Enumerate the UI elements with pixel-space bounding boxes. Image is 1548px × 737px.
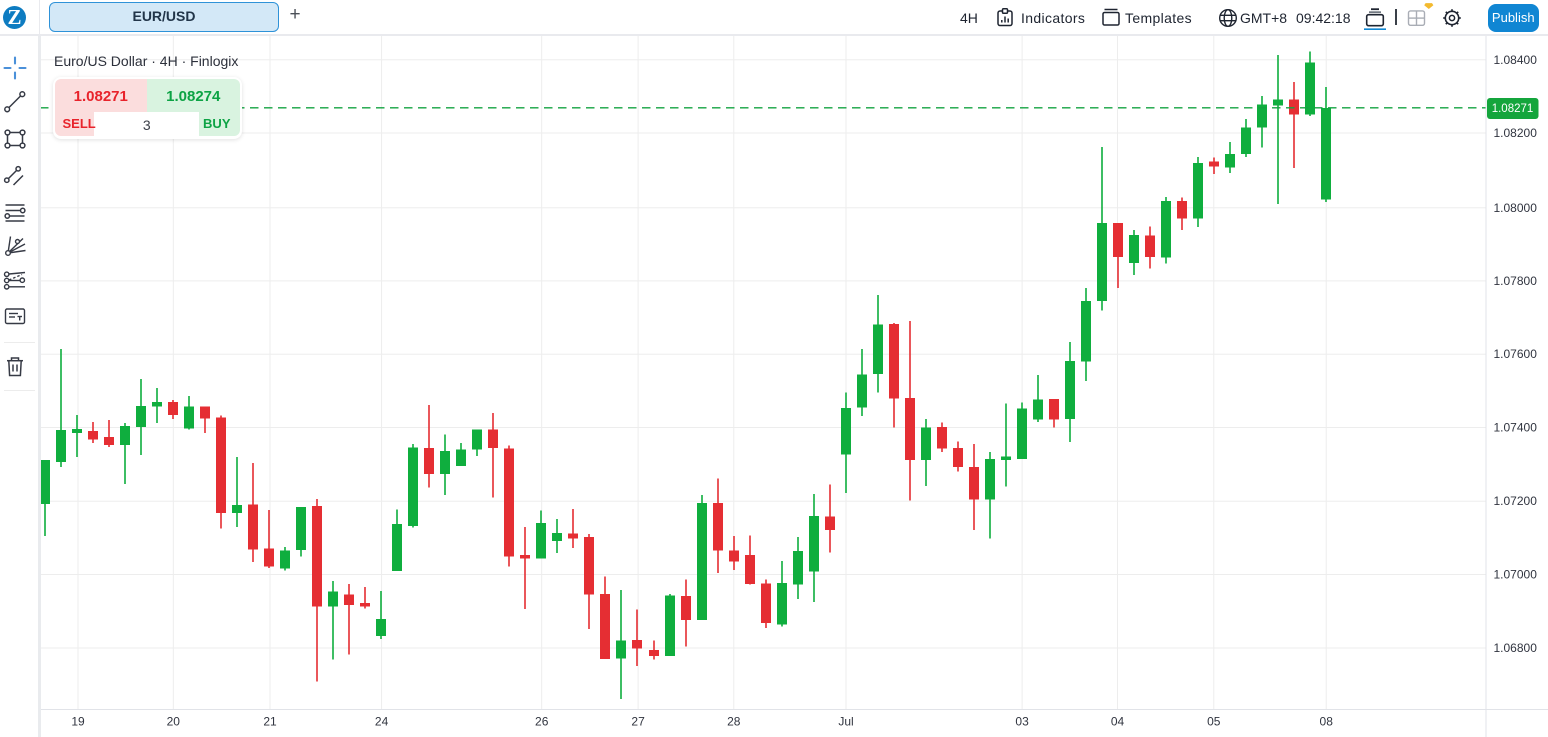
svg-text:1.07200: 1.07200 xyxy=(1494,494,1538,508)
svg-text:08: 08 xyxy=(1320,715,1334,729)
svg-text:04: 04 xyxy=(1111,715,1125,729)
svg-text:1.07600: 1.07600 xyxy=(1494,347,1538,361)
svg-text:24: 24 xyxy=(375,715,389,729)
svg-text:1.08000: 1.08000 xyxy=(1494,201,1538,215)
svg-text:27: 27 xyxy=(631,715,645,729)
svg-text:1.08200: 1.08200 xyxy=(1494,126,1538,140)
svg-text:1.07000: 1.07000 xyxy=(1494,568,1538,582)
svg-text:1.07400: 1.07400 xyxy=(1494,421,1538,435)
svg-text:19: 19 xyxy=(71,715,85,729)
svg-text:21: 21 xyxy=(263,715,277,729)
svg-text:Jul: Jul xyxy=(838,715,853,729)
svg-text:26: 26 xyxy=(535,715,549,729)
svg-text:1.07800: 1.07800 xyxy=(1494,274,1538,288)
svg-text:03: 03 xyxy=(1015,715,1029,729)
svg-text:1.08271: 1.08271 xyxy=(1492,103,1534,115)
svg-text:28: 28 xyxy=(727,715,741,729)
svg-text:1.08400: 1.08400 xyxy=(1494,53,1538,67)
svg-text:20: 20 xyxy=(167,715,181,729)
svg-text:1.06800: 1.06800 xyxy=(1494,641,1538,655)
svg-text:05: 05 xyxy=(1207,715,1221,729)
